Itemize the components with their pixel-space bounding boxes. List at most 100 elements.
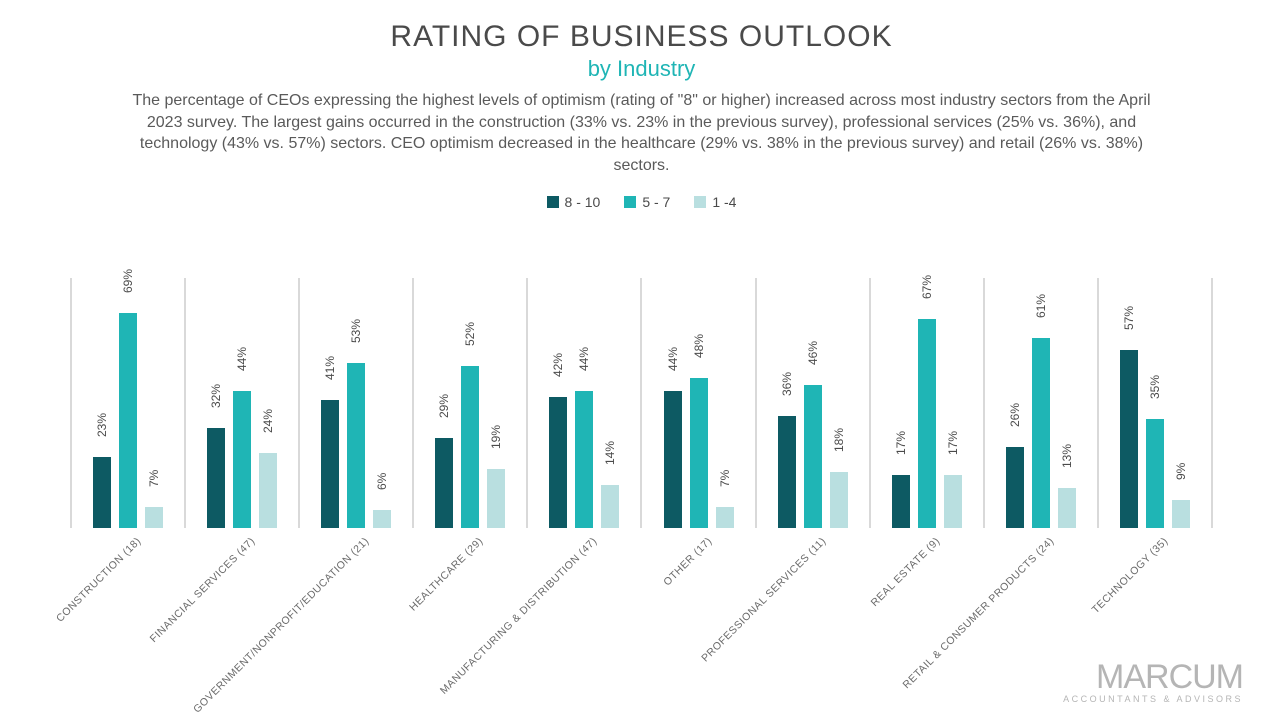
bar-wrap: 69% xyxy=(119,278,137,528)
bar xyxy=(93,457,111,529)
bar-wrap: 48% xyxy=(690,278,708,528)
bar-value-label: 48% xyxy=(692,334,706,358)
bar xyxy=(716,507,734,529)
bar-value-label: 17% xyxy=(946,431,960,455)
bar-value-label: 23% xyxy=(95,412,109,436)
bar-value-label: 18% xyxy=(832,428,846,452)
bar xyxy=(575,391,593,529)
bar-value-label: 9% xyxy=(1174,463,1188,480)
bar-value-label: 46% xyxy=(806,341,820,365)
bar xyxy=(373,510,391,529)
bar xyxy=(664,391,682,529)
legend-swatch xyxy=(694,196,706,208)
bar-wrap: 44% xyxy=(233,278,251,528)
category-label: OTHER (17) xyxy=(661,535,714,588)
bar-wrap: 53% xyxy=(347,278,365,528)
bar-value-label: 36% xyxy=(780,372,794,396)
footer-logo: MARCUM ACCOUNTANTS & ADVISORS xyxy=(1063,662,1243,703)
bar-wrap: 19% xyxy=(487,278,505,528)
bar xyxy=(145,507,163,529)
legend-item: 1 -4 xyxy=(694,194,736,210)
bar-group: 41%53%6%GOVERNMENT/NONPROFIT/EDUCATION (… xyxy=(298,278,412,528)
bar xyxy=(487,469,505,528)
bar-wrap: 29% xyxy=(435,278,453,528)
bar-chart: 23%69%7%CONSTRUCTION (18)32%44%24%FINANC… xyxy=(60,228,1223,528)
bar-value-label: 67% xyxy=(920,275,934,299)
chart-description: The percentage of CEOs expressing the hi… xyxy=(132,90,1152,176)
bar xyxy=(1146,419,1164,528)
bar xyxy=(1032,338,1050,529)
bar-wrap: 24% xyxy=(259,278,277,528)
bar-group: 32%44%24%FINANCIAL SERVICES (47) xyxy=(184,278,298,528)
bar-value-label: 44% xyxy=(666,347,680,371)
bar xyxy=(461,366,479,529)
bar xyxy=(918,319,936,528)
bar-value-label: 7% xyxy=(718,469,732,486)
bar-value-label: 57% xyxy=(1122,306,1136,330)
legend-swatch xyxy=(624,196,636,208)
bar-wrap: 35% xyxy=(1146,278,1164,528)
chart-container: RATING OF BUSINESS OUTLOOK by Industry T… xyxy=(0,0,1283,528)
bar-value-label: 14% xyxy=(603,441,617,465)
bar xyxy=(830,472,848,528)
bar-value-label: 32% xyxy=(209,384,223,408)
bar xyxy=(321,400,339,528)
bar-value-label: 35% xyxy=(1148,375,1162,399)
legend-label: 5 - 7 xyxy=(642,194,670,210)
legend-swatch xyxy=(547,196,559,208)
chart-subtitle: by Industry xyxy=(60,56,1223,82)
bar-value-label: 7% xyxy=(147,469,161,486)
bar-wrap: 13% xyxy=(1058,278,1076,528)
bar xyxy=(1120,350,1138,528)
bar-value-label: 41% xyxy=(323,356,337,380)
bar xyxy=(347,363,365,529)
bar-value-label: 44% xyxy=(235,347,249,371)
bar-wrap: 61% xyxy=(1032,278,1050,528)
bar-wrap: 17% xyxy=(944,278,962,528)
bar-group: 17%67%17%REAL ESTATE (9) xyxy=(869,278,983,528)
legend-item: 5 - 7 xyxy=(624,194,670,210)
bar-wrap: 14% xyxy=(601,278,619,528)
bar-value-label: 52% xyxy=(463,322,477,346)
bar xyxy=(259,453,277,528)
bar xyxy=(804,385,822,529)
bar-value-label: 17% xyxy=(894,431,908,455)
chart-title: RATING OF BUSINESS OUTLOOK xyxy=(60,20,1223,54)
bar xyxy=(601,485,619,529)
bar-value-label: 19% xyxy=(489,425,503,449)
bar-value-label: 69% xyxy=(121,269,135,293)
bar-group: 36%46%18%PROFESSIONAL SERVICES (11) xyxy=(755,278,869,528)
category-label: HEALTHCARE (29) xyxy=(407,535,485,613)
bar-wrap: 9% xyxy=(1172,278,1190,528)
bar xyxy=(233,391,251,529)
bar-value-label: 53% xyxy=(349,319,363,343)
bar-group: 23%69%7%CONSTRUCTION (18) xyxy=(70,278,184,528)
category-label: REAL ESTATE (9) xyxy=(868,535,942,609)
bar xyxy=(892,475,910,528)
bar-group: 26%61%13%RETAIL & CONSUMER PRODUCTS (24) xyxy=(983,278,1097,528)
legend-label: 1 -4 xyxy=(712,194,736,210)
bar-wrap: 57% xyxy=(1120,278,1138,528)
bar-wrap: 18% xyxy=(830,278,848,528)
bar-wrap: 6% xyxy=(373,278,391,528)
bar-wrap: 32% xyxy=(207,278,225,528)
category-label: TECHNOLOGY (35) xyxy=(1090,535,1171,616)
bar-wrap: 42% xyxy=(549,278,567,528)
bar-value-label: 44% xyxy=(577,347,591,371)
bar-value-label: 29% xyxy=(437,394,451,418)
bar xyxy=(1006,447,1024,528)
category-label: GOVERNMENT/NONPROFIT/EDUCATION (21) xyxy=(191,535,371,715)
bar-group: 44%48%7%OTHER (17) xyxy=(640,278,754,528)
legend-item: 8 - 10 xyxy=(547,194,601,210)
bar-wrap: 67% xyxy=(918,278,936,528)
bar xyxy=(690,378,708,528)
category-label: PROFESSIONAL SERVICES (11) xyxy=(699,535,828,664)
logo-brand: MARCUM xyxy=(1063,662,1243,693)
bar-wrap: 46% xyxy=(804,278,822,528)
bar-group: 57%35%9%TECHNOLOGY (35) xyxy=(1097,278,1213,528)
category-label: FINANCIAL SERVICES (47) xyxy=(148,535,258,645)
bar-group: 29%52%19%HEALTHCARE (29) xyxy=(412,278,526,528)
legend-label: 8 - 10 xyxy=(565,194,601,210)
bar xyxy=(549,397,567,528)
bar xyxy=(435,438,453,529)
